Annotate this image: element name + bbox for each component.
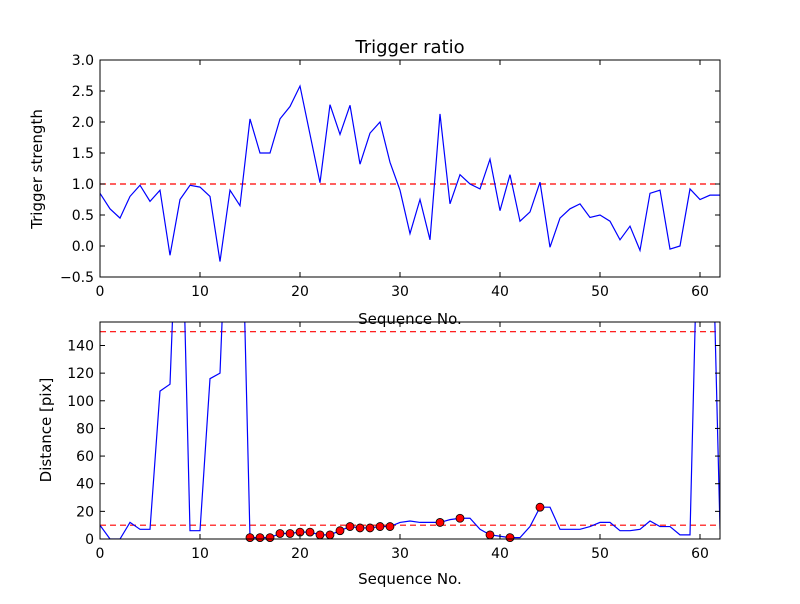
- data-point-marker: [275, 529, 285, 538]
- data-point-marker: [255, 533, 265, 543]
- x-tick-label: 30: [391, 546, 409, 562]
- x-tick-label: 40: [491, 546, 509, 562]
- x-tick-label: 60: [691, 284, 709, 300]
- data-point-marker: [335, 526, 345, 536]
- y-axis-label: Trigger strength: [28, 109, 46, 230]
- x-tick-label: 40: [491, 284, 509, 300]
- y-tick-label: 1.5: [72, 146, 94, 162]
- x-tick-label: 20: [291, 546, 309, 562]
- data-point-marker: [325, 530, 335, 540]
- y-tick-label: 40: [76, 477, 94, 493]
- data-point-marker: [485, 530, 495, 540]
- series-line: [100, 322, 720, 539]
- data-point-marker: [505, 533, 515, 543]
- plot-area: [100, 322, 720, 539]
- data-point-marker: [385, 522, 395, 531]
- x-tick-label: 0: [96, 284, 105, 300]
- y-tick-label: 80: [76, 421, 94, 437]
- series-line: [100, 84, 720, 262]
- data-point-marker: [435, 518, 445, 527]
- x-tick-label: 0: [96, 546, 105, 562]
- x-axis-label: Sequence No.: [358, 310, 462, 328]
- x-tick-label: 20: [291, 284, 309, 300]
- data-point-marker: [245, 533, 255, 543]
- y-tick-label: −0.5: [60, 270, 94, 286]
- data-point-marker: [535, 502, 545, 512]
- data-point-marker: [455, 513, 465, 523]
- y-tick-label: 0.5: [72, 208, 94, 224]
- y-tick-label: 60: [76, 449, 94, 465]
- y-tick-label: 2.0: [72, 115, 94, 131]
- x-axis-label: Sequence No.: [358, 570, 462, 588]
- data-point-marker: [305, 527, 315, 537]
- y-tick-label: 0: [85, 532, 94, 548]
- plot-area: [100, 84, 720, 262]
- data-point-marker: [355, 523, 365, 533]
- y-tick-label: 20: [76, 504, 94, 520]
- data-point-marker: [365, 523, 375, 533]
- x-tick-label: 50: [591, 546, 609, 562]
- y-tick-label: 3.0: [72, 53, 94, 69]
- data-point-marker: [265, 533, 275, 543]
- y-tick-label: 2.5: [72, 84, 94, 100]
- y-tick-label: 0.0: [72, 239, 94, 255]
- trigger-ratio-chart: Trigger ratio Trigger strength Sequence …: [28, 37, 721, 328]
- axes-frame: [99, 59, 721, 278]
- data-point-marker: [315, 530, 325, 540]
- y-tick-label: 1.0: [72, 177, 94, 193]
- x-tick-label: 60: [691, 546, 709, 562]
- y-axis-label: Distance [pix]: [37, 378, 55, 483]
- distance-chart: Distance [pix] Sequence No. 0 10 20 30 40 50 6…: [37, 321, 721, 588]
- data-point-marker: [285, 529, 295, 538]
- x-tick-label: 30: [391, 284, 409, 300]
- y-tick-label: 100: [67, 394, 94, 410]
- x-tick-label: 10: [191, 546, 209, 562]
- axes-frame: [99, 321, 721, 540]
- y-tick-label: 140: [67, 338, 94, 354]
- data-point-marker: [345, 522, 355, 531]
- x-tick-label: 50: [591, 284, 609, 300]
- data-point-marker: [375, 522, 385, 531]
- y-tick-label: 120: [67, 366, 94, 382]
- chart-title: Trigger ratio: [354, 37, 464, 58]
- x-tick-label: 10: [191, 284, 209, 300]
